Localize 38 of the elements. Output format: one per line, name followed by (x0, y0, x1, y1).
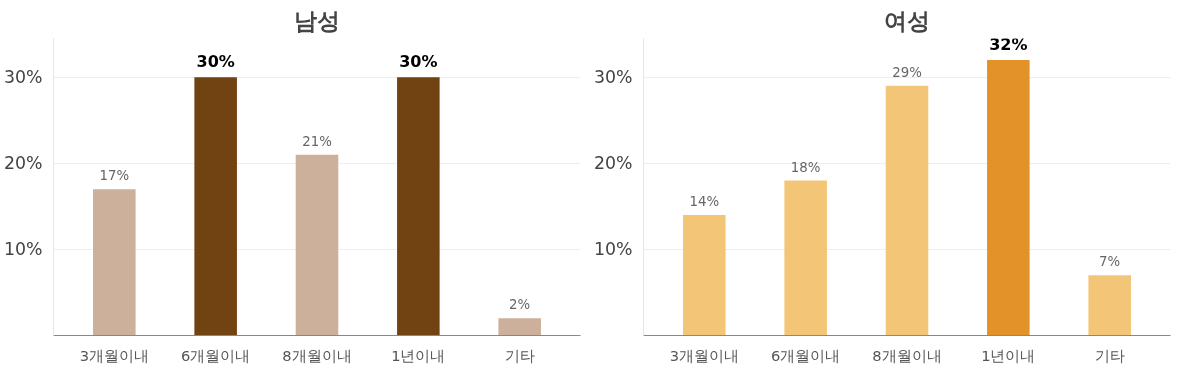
x-tick-label: 1년이내 (981, 346, 1036, 364)
x-tick-label: 8개월이내 (282, 346, 352, 364)
x-tick-label: 기타 (504, 346, 535, 364)
data-label: 30% (399, 52, 438, 72)
y-tick-label: 20% (593, 153, 633, 174)
y-tick-label: 10% (593, 239, 633, 260)
x-tick-label: 3개월이내 (79, 346, 149, 364)
x-tick-label: 8개월이내 (872, 346, 942, 364)
x-tick-label: 3개월이내 (669, 346, 739, 364)
x-tick-label: 기타 (1094, 346, 1125, 364)
bar (498, 318, 541, 336)
data-label: 14% (689, 193, 720, 209)
bar (93, 189, 136, 336)
bar (194, 77, 237, 336)
bar (683, 214, 726, 336)
data-label: 18% (790, 159, 821, 175)
bar (784, 180, 827, 336)
bar (987, 60, 1030, 336)
x-tick-label: 6개월이내 (770, 346, 841, 364)
data-label: 21% (302, 133, 332, 149)
y-tick-label: 30% (3, 67, 43, 88)
x-tick-label: 6개월이내 (180, 346, 251, 364)
data-label: 29% (892, 64, 922, 80)
data-label: 32% (989, 35, 1028, 55)
y-tick-label: 10% (3, 239, 43, 260)
x-tick-label: 1년이내 (391, 346, 446, 364)
data-label: 17% (99, 168, 130, 184)
data-label: 2% (509, 297, 531, 313)
chart-title: 여성 (884, 7, 930, 34)
bar (295, 154, 339, 336)
y-tick-label: 30% (593, 67, 633, 88)
bar (1088, 275, 1131, 336)
data-label: 7% (1099, 254, 1121, 270)
bar (885, 85, 929, 336)
bar (397, 77, 440, 336)
data-label: 30% (196, 52, 235, 72)
chart-title: 남성 (294, 7, 340, 34)
y-tick-label: 20% (3, 153, 43, 174)
